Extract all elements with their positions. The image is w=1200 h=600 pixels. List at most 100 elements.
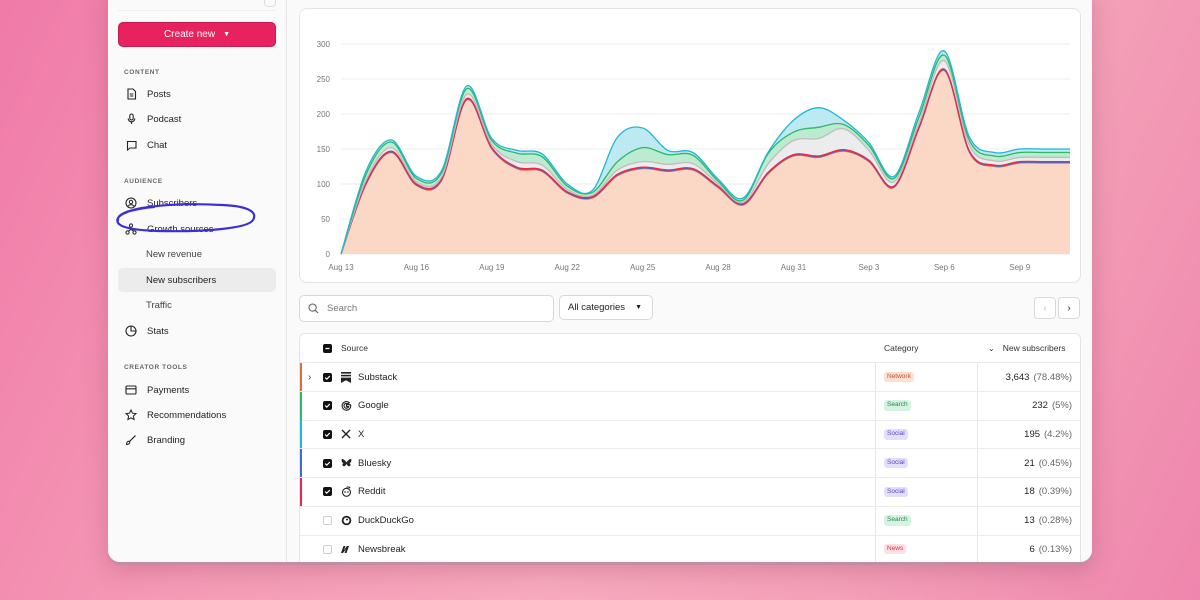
checkbox-checked <box>323 458 332 468</box>
checkbox-unchecked <box>323 516 332 525</box>
category-cell: Search <box>884 507 911 535</box>
category-select-value: All categories <box>568 302 626 313</box>
sidebar-item-label: Recommendations <box>147 409 227 421</box>
next-page-button[interactable]: › <box>1058 297 1080 319</box>
sidebar-item-branding[interactable]: Branding <box>118 428 276 452</box>
subscriber-percent: (0.13%) <box>1038 543 1072 555</box>
source-name: Bluesky <box>358 457 392 469</box>
x-tick-label: Sep 3 <box>858 263 879 272</box>
table-row[interactable]: Newsbreak News 6 (0.13%) <box>300 535 1080 562</box>
section-heading-creator-tools: CREATOR TOOLS <box>124 364 188 371</box>
row-checkbox[interactable] <box>323 392 332 420</box>
previous-page-button[interactable]: ‹ <box>1034 297 1056 319</box>
sidebar-item-podcast[interactable]: Podcast <box>118 107 276 131</box>
category-cell: Social <box>884 449 908 477</box>
table-row[interactable]: Reddit Social 18 (0.39%) <box>300 477 1080 507</box>
sidebar-item-payments[interactable]: Payments <box>118 378 276 402</box>
y-tick-label: 150 <box>317 145 331 154</box>
new-subscribers-cell: 232 (5%) <box>1032 392 1072 420</box>
category-badge: Social <box>884 429 908 440</box>
row-checkbox[interactable] <box>323 449 332 477</box>
table-row[interactable]: Bluesky Social 21 (0.45%) <box>300 449 1080 479</box>
table-row[interactable]: › Substack Network 3,643 (78.48%) <box>300 363 1080 392</box>
row-checkbox[interactable] <box>323 478 332 506</box>
sidebar-item-subscribers[interactable]: Subscribers <box>118 191 276 215</box>
section-heading-audience: AUDIENCE <box>124 178 163 185</box>
row-color-accent <box>300 449 302 478</box>
sidebar-item-website-partial[interactable] <box>118 0 276 11</box>
chevron-right-icon: › <box>1067 302 1071 314</box>
category-select[interactable]: All categories ▼ <box>559 295 653 320</box>
sidebar-item-new-subscribers[interactable]: New subscribers <box>118 268 276 292</box>
main-content: 0 50 100 150 200 250 300 Aug 13 Aug 16 Aug 19 Aug … <box>287 0 1092 562</box>
row-checkbox[interactable] <box>323 420 332 448</box>
section-heading-content: CONTENT <box>124 69 160 76</box>
new-subscribers-cell: 6 (0.13%) <box>1029 535 1072 562</box>
search-placeholder: Search <box>327 303 358 314</box>
category-badge: Social <box>884 457 908 469</box>
checkbox-checked <box>323 372 332 382</box>
x-tick-label: Aug 13 <box>328 263 354 272</box>
create-new-button[interactable]: Create new ▼ <box>118 22 276 47</box>
source-cell: Newsbreak <box>340 535 406 562</box>
checkbox-unchecked <box>323 544 332 554</box>
header-category[interactable]: Category <box>884 343 919 353</box>
x-icon <box>340 428 352 440</box>
newsbreak-icon <box>340 543 352 555</box>
sidebar-item-stats[interactable]: Stats <box>118 319 276 343</box>
source-cell: Google <box>340 392 389 420</box>
column-divider <box>977 334 978 562</box>
sidebar-item-recommendations[interactable]: Recommendations <box>118 403 276 427</box>
subscriber-count: 232 <box>1032 400 1048 412</box>
category-cell: Social <box>884 420 908 448</box>
expand-chevron-icon[interactable]: › <box>308 371 312 383</box>
sources-table: Source Category ⌄ New subscribers › Subs… <box>299 333 1081 562</box>
credit-card-icon <box>124 383 138 397</box>
subscriber-count: 21 <box>1024 457 1035 469</box>
stacked-area-chart[interactable]: 0 50 100 150 200 250 300 Aug 13 Aug 16 Aug 19 Aug … <box>300 9 1080 282</box>
y-tick-label: 250 <box>317 75 331 84</box>
source-name: Newsbreak <box>358 543 406 555</box>
x-tick-label: Sep 6 <box>934 263 955 272</box>
source-cell: Bluesky <box>340 449 391 477</box>
subscriber-percent: (5%) <box>1051 400 1072 412</box>
search-icon <box>308 303 319 314</box>
sidebar-item-traffic[interactable]: Traffic <box>118 293 276 317</box>
table-row[interactable]: X Social 195 (4.2%) <box>300 420 1080 450</box>
subscriber-percent: (0.39%) <box>1038 486 1072 498</box>
sidebar-item-label: Branding <box>147 434 186 446</box>
sidebar-item-chat[interactable]: Chat <box>118 133 276 157</box>
header-source[interactable]: Source <box>341 343 368 353</box>
series-line-reddit <box>340 68 1070 255</box>
search-input[interactable]: Search <box>299 295 554 322</box>
x-tick-label: Aug 28 <box>705 263 731 272</box>
source-cell: DuckDuckGo <box>340 507 414 535</box>
header-new-subscribers[interactable]: ⌄ New subscribers <box>988 334 1066 362</box>
sidebar-item-label: Stats <box>147 325 169 337</box>
sidebar-item-posts[interactable]: Posts <box>118 82 276 106</box>
row-checkbox[interactable] <box>323 363 332 391</box>
butterfly-icon <box>340 457 352 469</box>
y-tick-label: 0 <box>326 250 331 259</box>
category-badge: Social <box>884 486 908 498</box>
reddit-icon <box>340 486 352 498</box>
source-name: Reddit <box>358 486 386 498</box>
row-color-accent <box>300 363 302 391</box>
category-badge: News <box>884 543 907 555</box>
google-icon <box>340 400 352 412</box>
x-tick-label: Aug 22 <box>555 263 581 272</box>
sidebar-item-new-revenue[interactable]: New revenue <box>118 242 276 266</box>
hand-drawn-highlight-circle <box>116 203 256 233</box>
row-checkbox[interactable] <box>323 535 332 562</box>
new-subscribers-cell: 18 (0.39%) <box>1024 478 1072 506</box>
x-tick-label: Aug 31 <box>781 263 807 272</box>
growth-chart-card: 0 50 100 150 200 250 300 Aug 13 Aug 16 Aug 19 Aug … <box>299 8 1081 283</box>
table-row[interactable]: Google Search 232 (5%) <box>300 391 1080 421</box>
column-divider <box>875 334 876 562</box>
row-checkbox[interactable] <box>323 507 332 535</box>
create-new-label: Create new <box>163 29 216 40</box>
sidebar-item-label: Traffic <box>146 299 172 311</box>
select-all-checkbox[interactable] <box>323 334 332 362</box>
row-color-accent <box>300 477 302 506</box>
table-row[interactable]: DuckDuckGo Search 13 (0.28%) <box>300 507 1080 536</box>
